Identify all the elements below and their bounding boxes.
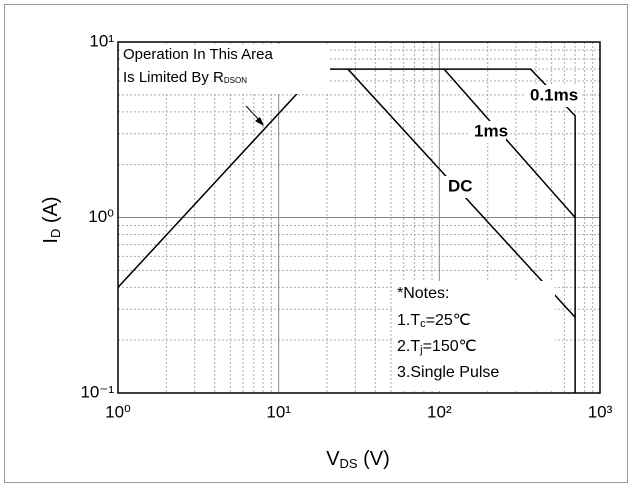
arrow-head — [255, 117, 264, 126]
note-text: =150℃ — [423, 338, 477, 355]
series-label-bg — [444, 176, 470, 198]
series-label: DC — [448, 176, 473, 195]
plot-border — [117, 41, 601, 394]
x-tick-label: 10¹ — [266, 402, 291, 421]
y-tick-label: 10¹ — [89, 31, 114, 50]
y-tick-label: 10⁻¹ — [80, 382, 114, 401]
note-item: 3.Single Pulse — [397, 364, 499, 381]
label-rest: (A) — [40, 196, 62, 228]
label-sub: DS — [340, 456, 358, 471]
annotation-text: Is Limited By R — [123, 69, 224, 86]
note-item: 2.Tj=150℃ — [397, 338, 477, 356]
note-item: 1.Tc=25℃ — [397, 312, 471, 330]
note-text: =25℃ — [426, 312, 471, 329]
series-label-bg — [526, 85, 582, 107]
note-text: 3.Single Pulse — [397, 364, 499, 381]
x-tick-label: 10³ — [588, 402, 613, 421]
annotation-line: Operation In This Area — [123, 46, 273, 63]
label-main: I — [40, 238, 62, 244]
series-label: 0.1ms — [530, 85, 578, 104]
series-label: 1ms — [474, 121, 508, 140]
series-line — [347, 68, 576, 218]
annotation-sub: DSON — [224, 76, 247, 85]
note-sub: j — [419, 344, 422, 356]
annotation-bg — [120, 44, 330, 94]
notes-bg — [393, 281, 555, 391]
series-label-bg — [470, 121, 506, 143]
note-text: 1.T — [397, 312, 420, 329]
annotation-line: Is Limited By RDSON — [123, 69, 247, 86]
label-main: V — [326, 448, 340, 470]
label-rest: (V) — [358, 448, 390, 470]
y-axis-label: ID (A) — [40, 196, 63, 243]
y-tick-label: 10⁰ — [88, 207, 114, 226]
note-text: 2.T — [397, 338, 420, 355]
notes-title: *Notes: — [397, 285, 449, 302]
x-axis-label: VDS (V) — [326, 448, 390, 471]
x-tick-label: 10⁰ — [105, 402, 131, 421]
x-tick-label: 10² — [427, 402, 452, 421]
label-sub: D — [48, 229, 63, 238]
note-sub: c — [420, 318, 426, 330]
